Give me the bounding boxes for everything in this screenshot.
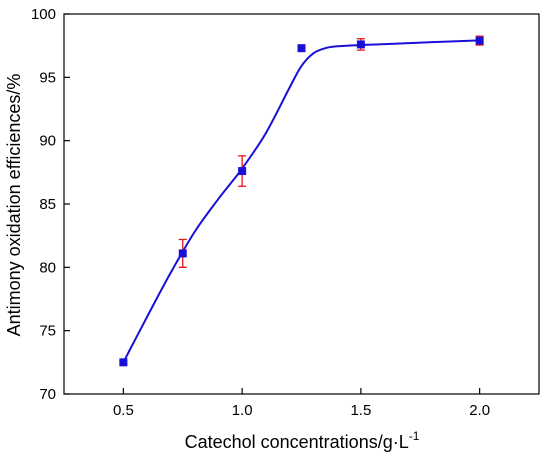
x-axis-title: Catechol concentrations/g·L-1: [185, 429, 420, 452]
fit-curve-line: [122, 39, 480, 363]
data-points: [119, 36, 484, 367]
x-tick-label: 1.0: [232, 402, 253, 419]
data-point: [119, 358, 128, 367]
y-tick-label: 70: [39, 386, 56, 403]
y-tick-label: 100: [31, 6, 56, 23]
data-point: [238, 167, 247, 176]
plot-border: [63, 13, 540, 395]
data-point: [475, 36, 484, 45]
data-point: [356, 40, 365, 49]
y-tick-label: 90: [39, 133, 56, 150]
plot-frame: [63, 13, 540, 395]
y-axis-title: Antimony oxidation efficiences/%: [4, 74, 24, 337]
y-tick-label: 75: [39, 323, 56, 340]
axis-ticks: 0.5 1.0 1.5 2.0 70 75 80 85 90 95 100: [31, 6, 490, 419]
data-point: [178, 249, 187, 258]
x-tick-label: 1.5: [350, 402, 371, 419]
y-tick-label: 95: [39, 69, 56, 86]
x-tick-label: 2.0: [469, 402, 490, 419]
x-axis-title-superscript: -1: [409, 429, 420, 443]
data-point: [297, 44, 306, 53]
fit-curve-group: [122, 39, 480, 363]
x-tick-label: 0.5: [113, 402, 134, 419]
y-tick-label: 85: [39, 196, 56, 213]
error-bars: [119, 35, 484, 365]
y-tick-label: 80: [39, 259, 56, 276]
